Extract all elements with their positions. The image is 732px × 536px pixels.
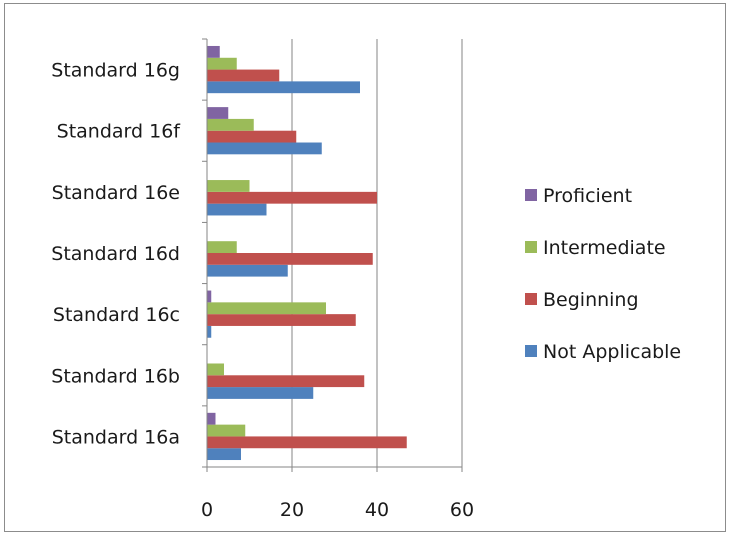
legend-label-beginning: Beginning xyxy=(543,289,639,311)
category-label-standard-16d: Standard 16d xyxy=(51,243,180,265)
x-tick-labels: 0 20 40 60 xyxy=(201,499,474,521)
bar-standard-16e-intermediate xyxy=(207,180,250,192)
category-label-standard-16e: Standard 16e xyxy=(52,182,180,204)
bar-standard-16f-not-applicable xyxy=(207,142,322,155)
bar-standard-16b-not-applicable xyxy=(207,387,314,399)
bar-standard-16g-beginning xyxy=(207,69,280,82)
legend-label-proficient: Proficient xyxy=(543,185,632,207)
bar-standard-16d-intermediate xyxy=(207,241,237,253)
x-tick-label-60: 60 xyxy=(450,499,474,521)
bar-standard-16f-proficient xyxy=(207,107,229,119)
bar-standard-16a-proficient xyxy=(207,412,216,425)
bar-standard-16d-not-applicable xyxy=(207,264,288,277)
bar-standard-16g-proficient xyxy=(207,45,220,58)
category-label-standard-16a: Standard 16a xyxy=(52,426,180,448)
bar-standard-16a-intermediate xyxy=(207,424,246,437)
bar-standard-16c-proficient xyxy=(207,290,212,303)
bar-standard-16c-intermediate xyxy=(207,302,326,315)
bar-standard-16b-intermediate xyxy=(207,363,224,376)
legend-swatch-intermediate xyxy=(525,241,537,253)
x-tick-label-20: 20 xyxy=(280,499,304,521)
bars xyxy=(207,45,407,461)
bar-standard-16a-not-applicable xyxy=(207,448,241,461)
bar-standard-16e-not-applicable xyxy=(207,203,267,216)
bar-standard-16b-beginning xyxy=(207,375,365,388)
bar-standard-16c-beginning xyxy=(207,314,356,326)
legend-swatch-beginning xyxy=(525,293,537,305)
bar-standard-16d-beginning xyxy=(207,253,373,265)
category-label-standard-16b: Standard 16b xyxy=(51,365,180,387)
category-labels: Standard 16a Standard 16b Standard 16c Stan… xyxy=(51,60,181,449)
bar-standard-16e-beginning xyxy=(207,191,377,204)
x-tick-label-40: 40 xyxy=(365,499,389,521)
bar-standard-16f-intermediate xyxy=(207,118,254,131)
bar-standard-16g-not-applicable xyxy=(207,81,360,94)
bar-standard-16g-intermediate xyxy=(207,57,237,70)
legend: Proficient Intermediate Beginning Not Appli… xyxy=(525,185,681,363)
bar-standard-16c-not-applicable xyxy=(207,325,212,338)
category-label-standard-16f: Standard 16f xyxy=(57,121,182,143)
category-label-standard-16c: Standard 16c xyxy=(53,304,180,326)
legend-swatch-proficient xyxy=(525,189,537,201)
legend-swatch-not-applicable xyxy=(525,345,537,357)
bar-standard-16f-beginning xyxy=(207,130,297,143)
bar-standard-16a-beginning xyxy=(207,436,407,449)
category-label-standard-16g: Standard 16g xyxy=(51,60,180,82)
axes xyxy=(202,38,463,472)
legend-label-intermediate: Intermediate xyxy=(543,237,666,259)
legend-label-not-applicable: Not Applicable xyxy=(543,341,681,363)
x-tick-label-0: 0 xyxy=(201,499,213,521)
